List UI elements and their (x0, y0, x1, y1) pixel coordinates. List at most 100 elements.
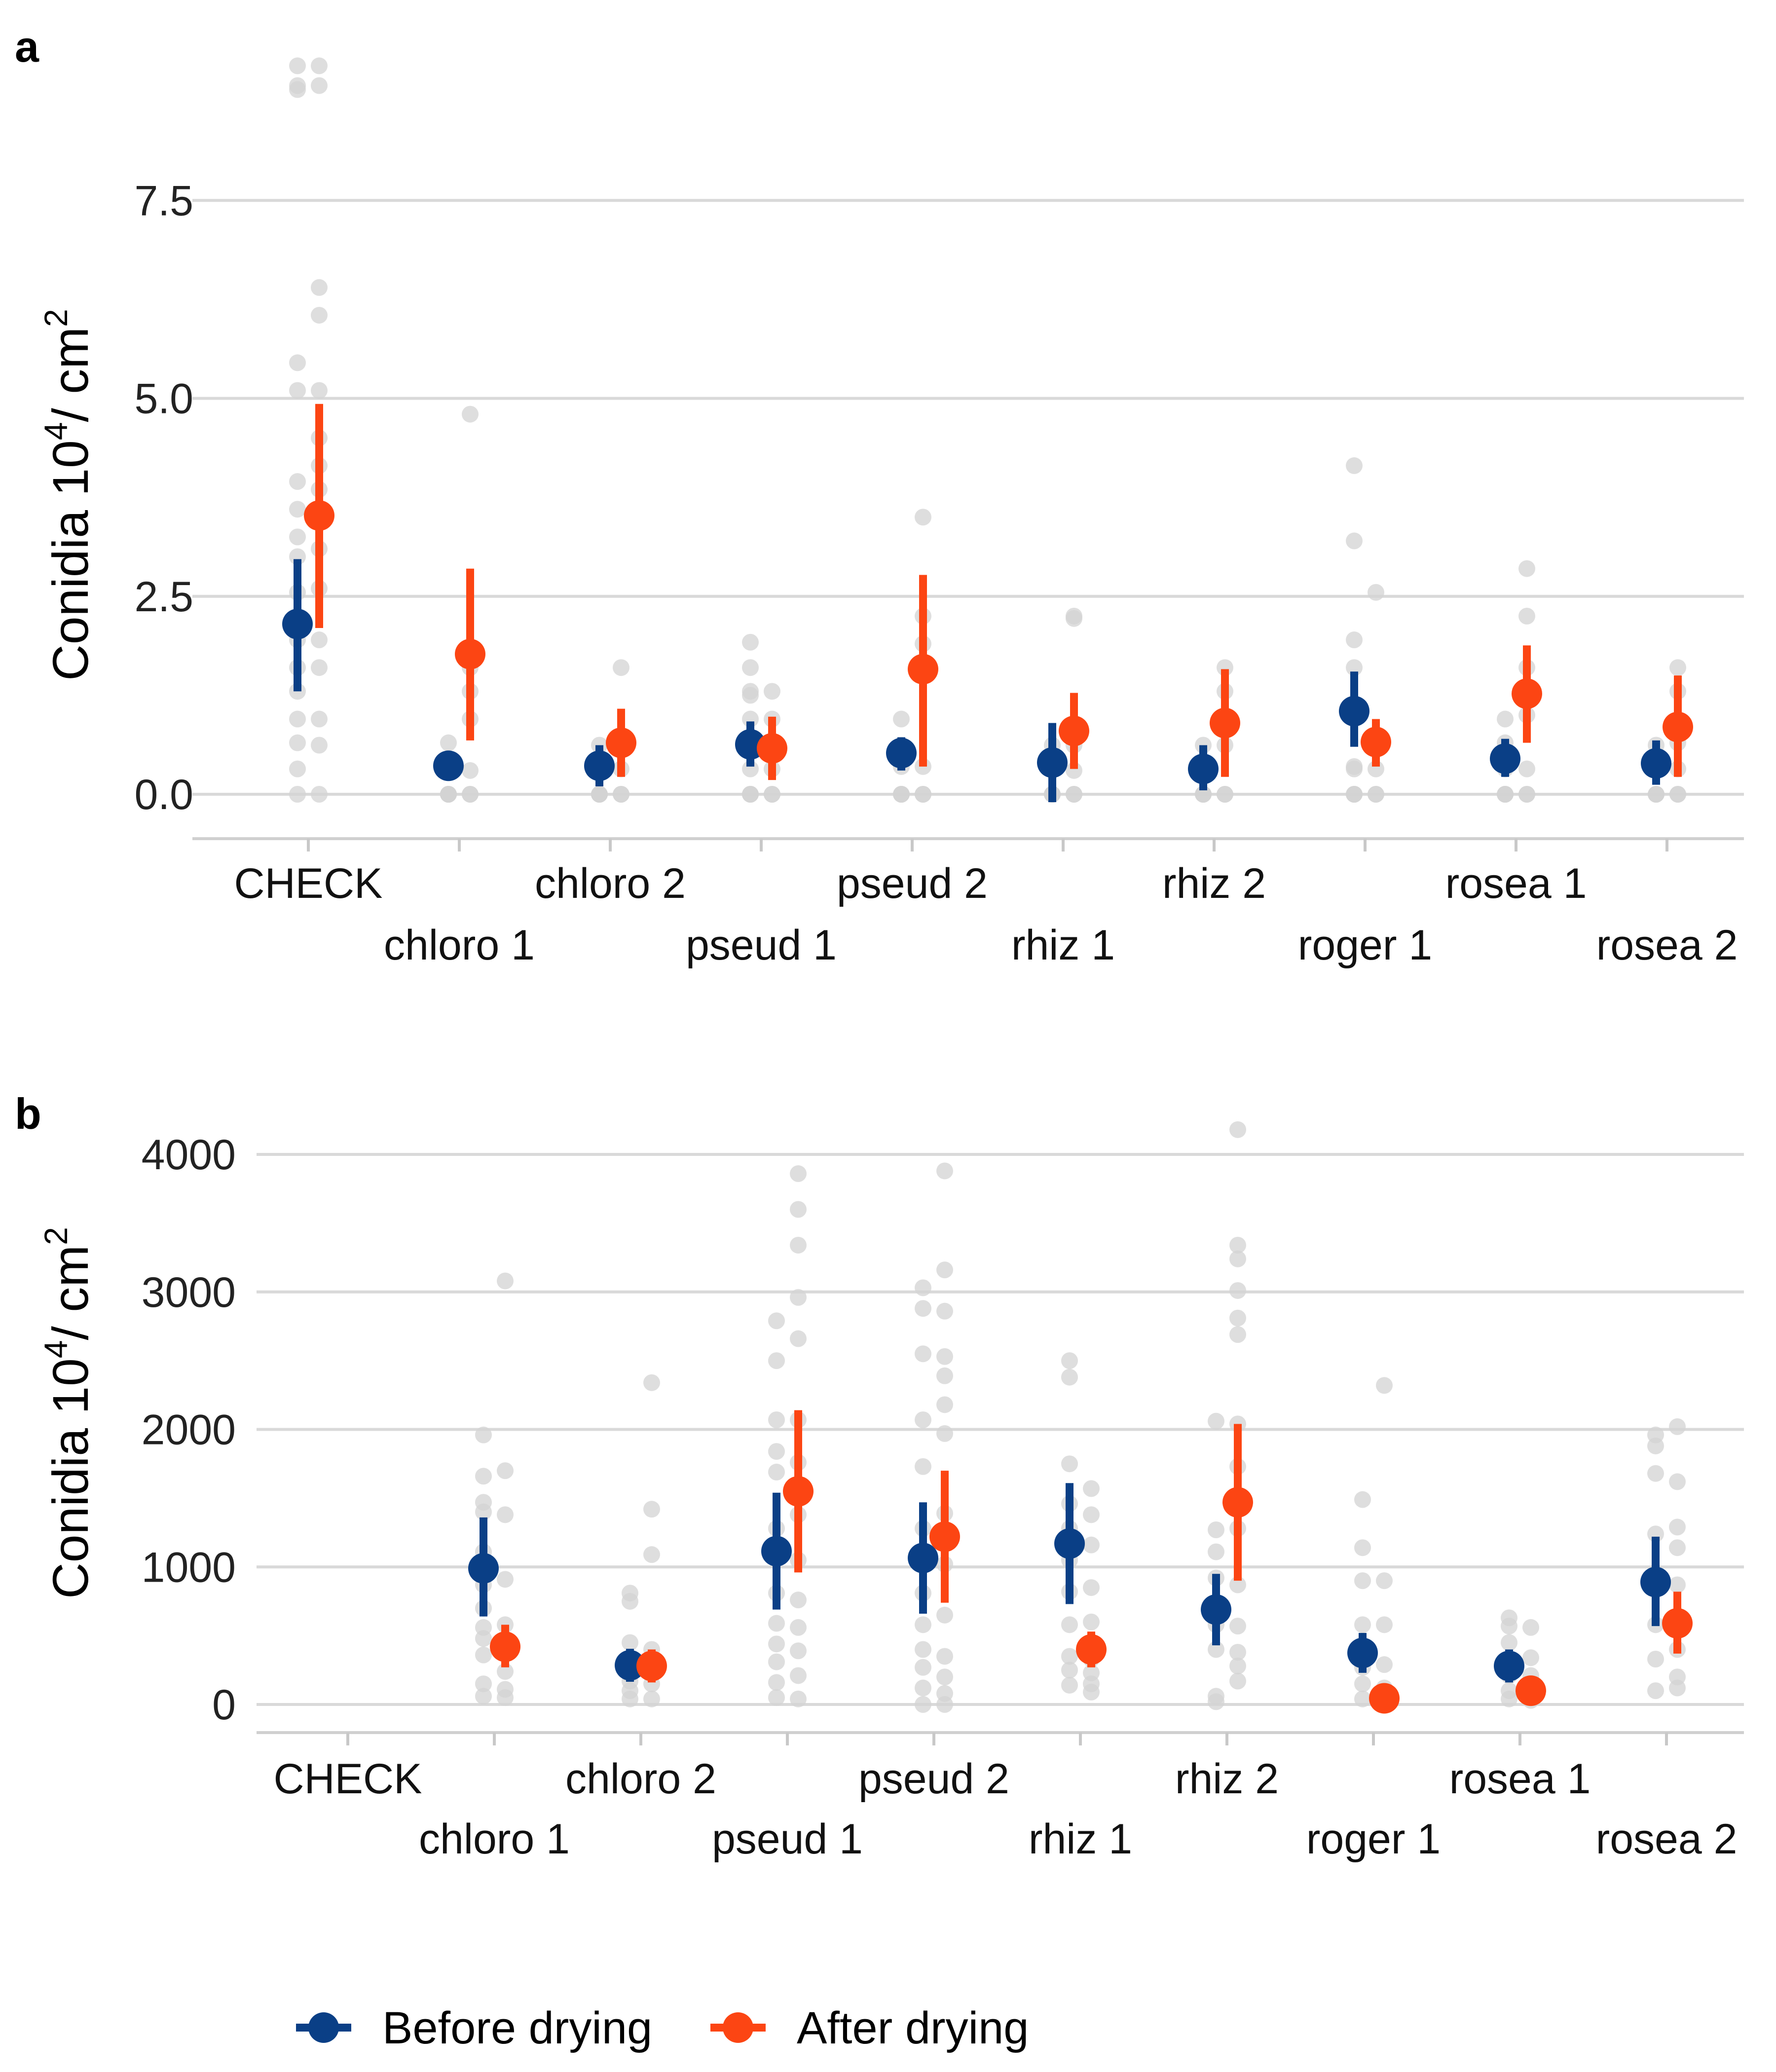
raw-point-before (915, 1279, 931, 1296)
raw-point-after (1229, 1326, 1246, 1343)
panel-a-summary-marks (282, 404, 1693, 803)
raw-point-after (790, 1165, 807, 1183)
raw-point-after (790, 1201, 807, 1218)
raw-point-before (1501, 1618, 1517, 1635)
raw-point-before (1061, 1455, 1078, 1473)
raw-point-after (497, 1272, 514, 1290)
raw-point-before (893, 786, 910, 803)
raw-point-before (1647, 1437, 1664, 1454)
x-tick-label: roger 1 (1306, 1815, 1441, 1863)
raw-point-after (1518, 607, 1535, 625)
raw-point-after (1376, 1656, 1393, 1673)
x-tick-label: rhiz 1 (1029, 1815, 1132, 1863)
x-tick-label: rosea 2 (1596, 1815, 1738, 1863)
raw-point-before (915, 1659, 931, 1676)
x-tick-label: pseud 1 (686, 922, 837, 969)
panel-b-x-axis (257, 1731, 1744, 1745)
raw-point-after (1522, 1619, 1539, 1636)
raw-point-before (1061, 1369, 1078, 1386)
raw-point-after (1083, 1613, 1100, 1630)
raw-point-after (1669, 1473, 1686, 1490)
mean-point-before (908, 1543, 938, 1574)
raw-point-after (613, 659, 629, 676)
raw-point-before (915, 1696, 931, 1713)
raw-point-after (311, 306, 328, 324)
x-tick-label: chloro 1 (384, 922, 535, 969)
legend: Before drying After drying (296, 2003, 1029, 2053)
raw-point-before (1208, 1641, 1224, 1658)
raw-point-after (1669, 1576, 1686, 1593)
raw-point-after (1066, 610, 1082, 627)
raw-point-before (1647, 1525, 1664, 1543)
raw-point-after (936, 1261, 953, 1279)
x-tick-label: chloro 2 (565, 1755, 716, 1803)
raw-point-after (1376, 1616, 1393, 1633)
raw-point-after (1368, 584, 1384, 601)
raw-point-after (790, 1642, 807, 1660)
mean-point-before (761, 1536, 792, 1567)
raw-point-after (1229, 1250, 1246, 1267)
raw-point-before (475, 1426, 492, 1443)
raw-point-before (915, 1345, 931, 1363)
panel-b: b 0 1000 2000 3000 4000 CHECK chloro 1 chloro … (15, 1089, 1744, 1863)
raw-point-before (1647, 1682, 1664, 1700)
raw-point-before (1061, 1648, 1078, 1665)
raw-point-after (1229, 1672, 1246, 1690)
legend-label-before: Before drying (382, 2003, 652, 2053)
raw-point-after (790, 1236, 807, 1254)
raw-point-before (475, 1468, 492, 1485)
raw-point-after (1217, 659, 1233, 676)
raw-point-before (1346, 786, 1363, 803)
legend-item-before: Before drying (296, 2003, 652, 2053)
raw-point-before (768, 1352, 785, 1369)
raw-point-after (790, 1667, 807, 1684)
raw-point-before (742, 710, 759, 728)
raw-point-before (622, 1634, 638, 1651)
mean-point-before (584, 750, 615, 781)
x-tick-label: pseud 1 (712, 1815, 863, 1863)
raw-point-before (1497, 710, 1514, 728)
panel-letter-a: a (15, 22, 39, 71)
raw-point-before (475, 1503, 492, 1520)
raw-point-after (311, 382, 328, 399)
raw-point-after (1217, 786, 1233, 803)
mean-point-after (455, 638, 485, 669)
raw-point-before (1354, 1616, 1371, 1633)
raw-point-after (1229, 1576, 1246, 1593)
panel-b-x-tick-labels: CHECK chloro 1 chloro 2 pseud 1 pseud 2 rhiz … (273, 1755, 1737, 1863)
raw-point-before (893, 710, 910, 728)
raw-point-after (1669, 786, 1686, 803)
raw-point-before (1061, 1676, 1078, 1694)
y-label-unit-exponent: 2 (37, 309, 74, 327)
y-label-exponent: 4 (37, 1340, 74, 1358)
mean-point-after (1076, 1634, 1107, 1665)
mean-point-before (433, 750, 464, 781)
raw-point-after (1083, 1536, 1100, 1554)
mean-point-before (1490, 743, 1520, 774)
raw-point-before (1346, 659, 1363, 676)
x-tick-label: rhiz 2 (1175, 1755, 1279, 1803)
raw-point-after (1669, 1539, 1686, 1556)
raw-point-after (1229, 1121, 1246, 1138)
raw-point-before (289, 786, 306, 803)
raw-point-after (936, 1396, 953, 1413)
y-label-unit: / cm (42, 1245, 99, 1340)
raw-point-after (1083, 1579, 1100, 1596)
raw-point-before (768, 1674, 785, 1691)
mean-point-before (886, 738, 917, 769)
mean-point-before (1494, 1650, 1524, 1681)
raw-point-before (915, 1616, 931, 1633)
legend-key-dot-after (723, 2012, 753, 2043)
mean-point-after (304, 500, 334, 531)
raw-point-before (1061, 1352, 1078, 1369)
raw-point-before (768, 1443, 785, 1460)
raw-point-after (1229, 1282, 1246, 1299)
raw-point-before (622, 1690, 638, 1707)
raw-point-before (1647, 1651, 1664, 1668)
raw-point-after (643, 1501, 660, 1518)
mean-point-before (282, 608, 313, 639)
raw-point-before (742, 633, 759, 651)
raw-point-after (790, 1289, 807, 1306)
raw-point-after (311, 279, 328, 296)
